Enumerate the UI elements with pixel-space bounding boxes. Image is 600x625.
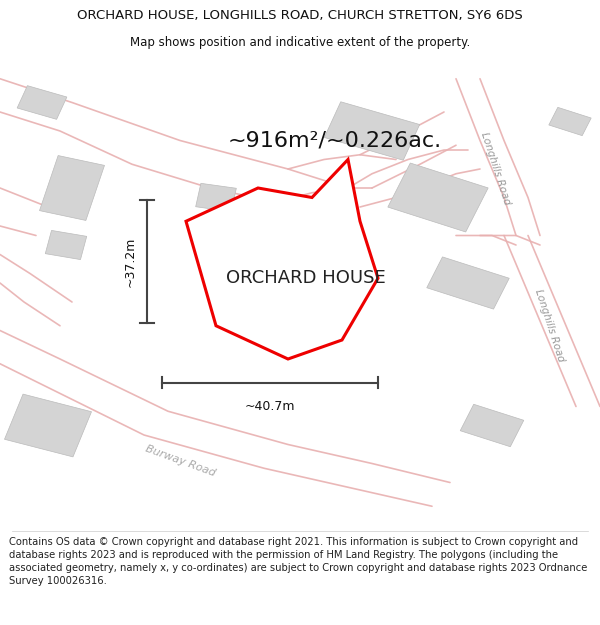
Text: Burway Road: Burway Road bbox=[143, 444, 217, 479]
Polygon shape bbox=[325, 102, 419, 160]
Text: ~40.7m: ~40.7m bbox=[245, 400, 295, 413]
Polygon shape bbox=[186, 159, 378, 359]
Text: Map shows position and indicative extent of the property.: Map shows position and indicative extent… bbox=[130, 36, 470, 49]
Polygon shape bbox=[17, 86, 67, 119]
Text: Longhills Road: Longhills Road bbox=[533, 288, 565, 363]
Polygon shape bbox=[549, 107, 591, 136]
Text: ORCHARD HOUSE: ORCHARD HOUSE bbox=[226, 269, 386, 288]
Polygon shape bbox=[460, 404, 524, 447]
Polygon shape bbox=[4, 394, 92, 457]
Polygon shape bbox=[45, 231, 87, 259]
Text: Contains OS data © Crown copyright and database right 2021. This information is : Contains OS data © Crown copyright and d… bbox=[9, 537, 587, 586]
Polygon shape bbox=[388, 163, 488, 232]
Polygon shape bbox=[220, 237, 296, 320]
Text: Longhills Road: Longhills Road bbox=[479, 131, 511, 207]
Text: ~916m²/~0.226ac.: ~916m²/~0.226ac. bbox=[228, 131, 442, 151]
Polygon shape bbox=[427, 257, 509, 309]
Text: ~37.2m: ~37.2m bbox=[124, 236, 137, 287]
Polygon shape bbox=[196, 183, 236, 212]
Polygon shape bbox=[40, 156, 104, 221]
Text: ORCHARD HOUSE, LONGHILLS ROAD, CHURCH STRETTON, SY6 6DS: ORCHARD HOUSE, LONGHILLS ROAD, CHURCH ST… bbox=[77, 9, 523, 22]
